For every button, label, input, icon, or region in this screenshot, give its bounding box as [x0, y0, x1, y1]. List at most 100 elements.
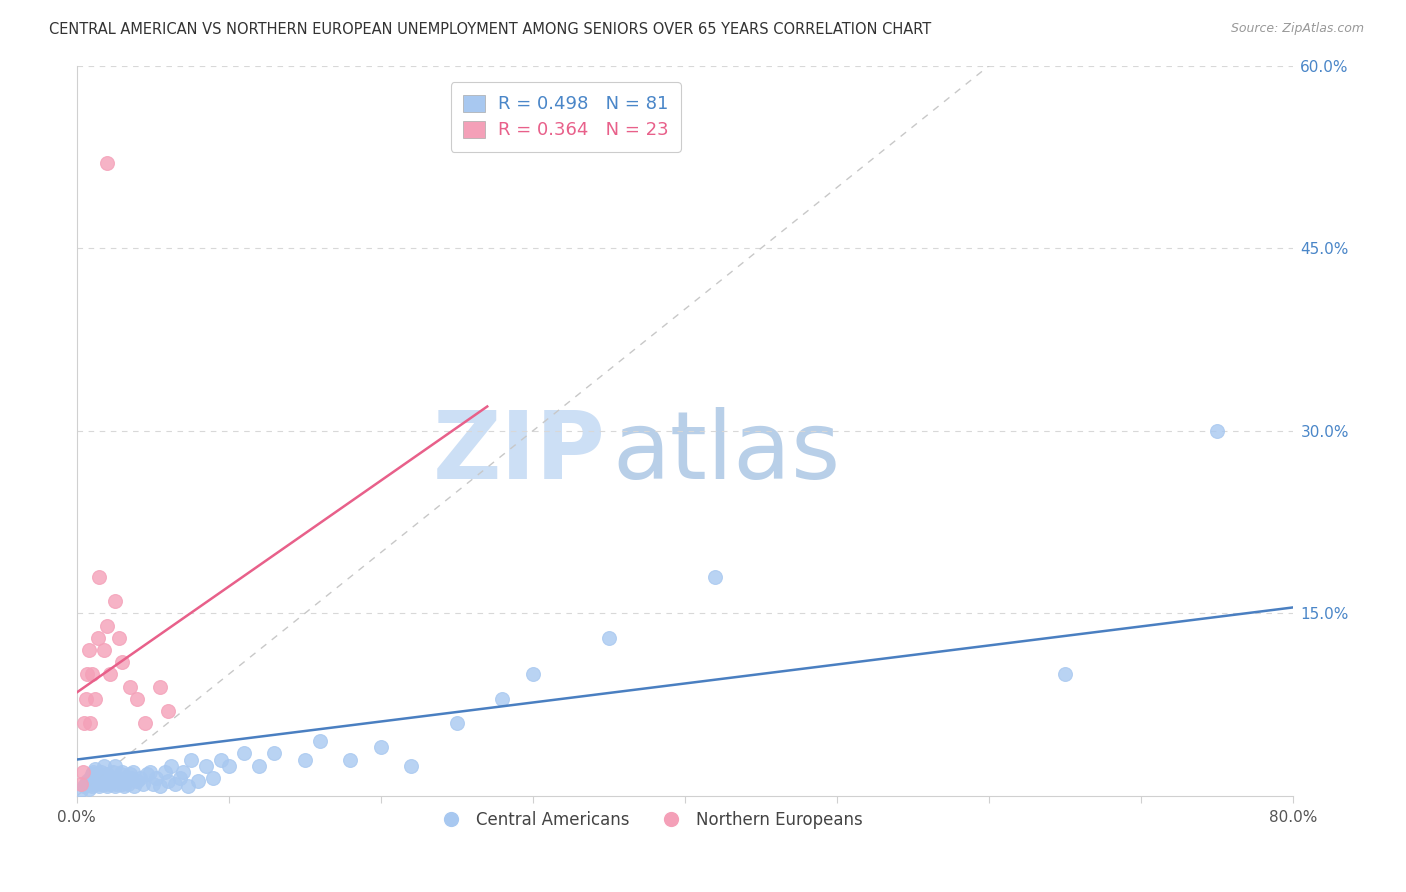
Point — [187, 774, 209, 789]
Point — [83, 774, 105, 789]
Point — [491, 691, 513, 706]
Point — [72, 764, 94, 779]
Point — [111, 764, 134, 779]
Point — [598, 631, 620, 645]
Point — [145, 771, 167, 785]
Point — [1206, 424, 1229, 438]
Point — [153, 764, 176, 779]
Text: atlas: atlas — [612, 407, 841, 499]
Point — [117, 777, 139, 791]
Point — [522, 667, 544, 681]
Point — [77, 781, 100, 796]
Point — [399, 758, 422, 772]
Point — [114, 771, 136, 785]
Point — [232, 747, 254, 761]
Point — [80, 767, 103, 781]
Point — [446, 716, 468, 731]
Point — [103, 758, 125, 772]
Point — [83, 762, 105, 776]
Point — [111, 777, 134, 791]
Point — [115, 774, 138, 789]
Point — [105, 777, 128, 791]
Point — [156, 774, 179, 789]
Point — [96, 767, 118, 781]
Point — [83, 691, 105, 706]
Point — [218, 758, 240, 772]
Point — [89, 774, 111, 789]
Point — [294, 753, 316, 767]
Point — [108, 631, 131, 645]
Point — [127, 774, 149, 789]
Point — [138, 764, 160, 779]
Point — [80, 780, 103, 794]
Point — [80, 667, 103, 681]
Point — [98, 777, 121, 791]
Point — [89, 570, 111, 584]
Text: ZIP: ZIP — [433, 407, 606, 499]
Point — [134, 716, 156, 731]
Point — [209, 753, 232, 767]
Point — [103, 594, 125, 608]
Point — [87, 767, 110, 781]
Point — [118, 767, 141, 781]
Text: Source: ZipAtlas.com: Source: ZipAtlas.com — [1230, 22, 1364, 36]
Point — [704, 570, 727, 584]
Point — [86, 771, 108, 785]
Point — [108, 774, 131, 789]
Point — [103, 780, 125, 794]
Point — [82, 764, 104, 779]
Point — [176, 780, 198, 794]
Point — [172, 764, 194, 779]
Point — [132, 777, 155, 791]
Point — [247, 758, 270, 772]
Point — [124, 780, 146, 794]
Point — [91, 771, 114, 785]
Point — [93, 774, 115, 789]
Point — [75, 691, 97, 706]
Point — [96, 780, 118, 794]
Point — [96, 618, 118, 632]
Point — [76, 774, 98, 789]
Point — [100, 771, 122, 785]
Legend: Central Americans, Northern Europeans: Central Americans, Northern Europeans — [427, 804, 869, 835]
Text: CENTRAL AMERICAN VS NORTHERN EUROPEAN UNEMPLOYMENT AMONG SENIORS OVER 65 YEARS C: CENTRAL AMERICAN VS NORTHERN EUROPEAN UN… — [49, 22, 931, 37]
Point — [194, 758, 217, 772]
Point — [89, 780, 111, 794]
Point — [160, 758, 183, 772]
Point — [93, 643, 115, 657]
Point — [96, 156, 118, 170]
Point — [129, 771, 152, 785]
Point — [309, 734, 332, 748]
Point — [263, 747, 285, 761]
Point — [76, 667, 98, 681]
Point — [82, 777, 104, 791]
Point — [77, 643, 100, 657]
Point — [149, 680, 172, 694]
Point — [111, 655, 134, 669]
Point — [121, 764, 143, 779]
Point — [90, 764, 112, 779]
Point — [75, 777, 97, 791]
Point — [118, 680, 141, 694]
Point — [98, 667, 121, 681]
Point — [156, 704, 179, 718]
Point — [73, 716, 96, 731]
Point — [142, 777, 165, 791]
Point — [101, 764, 124, 779]
Point — [79, 716, 101, 731]
Point — [90, 777, 112, 791]
Point — [70, 777, 93, 791]
Point — [107, 771, 129, 785]
Point — [93, 758, 115, 772]
Point — [169, 771, 191, 785]
Point — [87, 631, 110, 645]
Point — [120, 771, 142, 785]
Point — [86, 777, 108, 791]
Point — [127, 691, 149, 706]
Point — [112, 780, 135, 794]
Point — [135, 767, 157, 781]
Point — [1054, 667, 1077, 681]
Point — [202, 771, 225, 785]
Point — [149, 780, 172, 794]
Point — [97, 774, 120, 789]
